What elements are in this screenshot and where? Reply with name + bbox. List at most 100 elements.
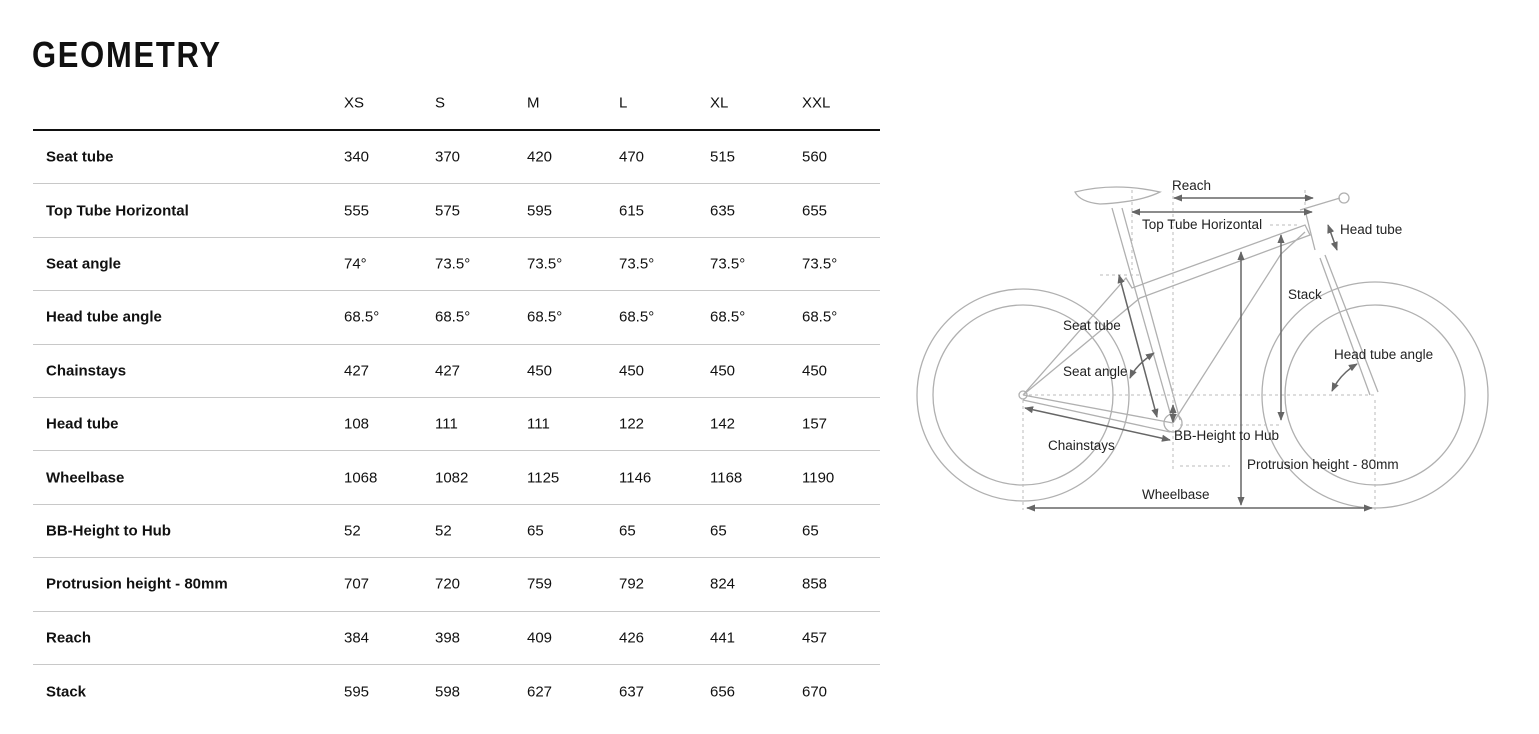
cell-value: 615: [619, 202, 645, 220]
cell-value: 157: [802, 415, 828, 433]
cell-value: 1190: [802, 469, 835, 487]
row-label: Stack: [46, 683, 87, 701]
cell-value: 73.5°: [527, 255, 563, 273]
cell-value: 122: [619, 415, 645, 433]
cell-value: 627: [527, 683, 553, 701]
cell-value: 441: [710, 629, 736, 647]
cell-value: 74°: [344, 255, 367, 273]
cell-value: 384: [344, 629, 370, 647]
cell-value: 720: [435, 575, 461, 593]
cell-value: 427: [435, 362, 461, 380]
cell-value: 450: [710, 362, 736, 380]
cell-value: 1125: [527, 469, 560, 487]
cell-value: 670: [802, 683, 828, 701]
cell-value: 426: [619, 629, 645, 647]
cell-value: 111: [527, 415, 550, 433]
table-row: Head tube angle 68.5° 68.5° 68.5° 68.5° 68.5°…: [33, 291, 880, 345]
row-label: Top Tube Horizontal: [46, 202, 189, 220]
row-label: Chainstays: [46, 362, 127, 380]
table-row: BB-Height to Hub 52 52 65 65 65 65: [33, 505, 880, 559]
table-header: XS S M L XL XXL: [33, 80, 880, 131]
row-label: BB-Height to Hub: [46, 522, 171, 540]
label-seat-angle: Seat angle: [1063, 364, 1128, 379]
row-label: Seat tube: [46, 148, 114, 166]
cell-value: 68.5°: [619, 308, 655, 326]
label-protrusion: Protrusion height - 80mm: [1247, 457, 1399, 472]
cell-value: 52: [435, 522, 452, 540]
dimension-arrows: [1024, 194, 1373, 512]
table-row: Head tube 108 111 111 122 142 157: [33, 398, 880, 452]
cell-value: 555: [344, 202, 370, 220]
row-label: Reach: [46, 629, 92, 647]
cell-value: 68.5°: [710, 308, 746, 326]
label-bb-height: BB-Height to Hub: [1174, 428, 1280, 443]
cell-value: 111: [435, 415, 458, 433]
cell-value: 635: [710, 202, 736, 220]
cell-value: 73.5°: [619, 255, 655, 273]
cell-value: 68.5°: [344, 308, 380, 326]
table-row: Chainstays 427 427 450 450 450 450: [33, 345, 880, 398]
cell-value: 65: [710, 522, 727, 540]
table-row: Reach 384 398 409 426 441 457: [33, 612, 880, 665]
cell-value: 655: [802, 202, 828, 220]
size-header: L: [619, 94, 628, 112]
size-header: XL: [710, 94, 729, 112]
label-stack: Stack: [1288, 287, 1322, 302]
size-header: XXL: [802, 94, 831, 112]
cell-value: 450: [802, 362, 828, 380]
cell-value: 65: [527, 522, 544, 540]
cell-value: 73.5°: [435, 255, 471, 273]
cell-value: 515: [710, 148, 736, 166]
cell-value: 1146: [619, 469, 652, 487]
row-label: Protrusion height - 80mm: [46, 575, 228, 593]
label-head-tube: Head tube: [1340, 222, 1403, 237]
cell-value: 68.5°: [527, 308, 563, 326]
cell-value: 450: [527, 362, 553, 380]
cell-value: 68.5°: [435, 308, 471, 326]
cell-value: 824: [710, 575, 736, 593]
label-wheelbase: Wheelbase: [1142, 487, 1210, 502]
cell-value: 73.5°: [710, 255, 746, 273]
cell-value: 52: [344, 522, 361, 540]
size-header: M: [527, 94, 540, 112]
cell-value: 595: [344, 683, 370, 701]
table-row: Seat angle 74° 73.5° 73.5° 73.5° 73.5° 73.5°: [33, 238, 880, 292]
cell-value: 73.5°: [802, 255, 838, 273]
cell-value: 68.5°: [802, 308, 838, 326]
cell-value: 792: [619, 575, 645, 593]
label-reach: Reach: [1172, 178, 1212, 193]
cell-value: 707: [344, 575, 370, 593]
bike-geometry-diagram: Reach Top Tube Horizontal Head tube Stac…: [900, 170, 1520, 530]
size-header: XS: [344, 94, 365, 112]
row-label: Seat angle: [46, 255, 122, 273]
cell-value: 595: [527, 202, 553, 220]
table-row: Protrusion height - 80mm 707 720 759 792 824 8…: [33, 558, 880, 612]
cell-value: 470: [619, 148, 645, 166]
cell-value: 598: [435, 683, 461, 701]
label-head-tube-angle: Head tube angle: [1334, 347, 1434, 362]
cell-value: 340: [344, 148, 370, 166]
cell-value: 427: [344, 362, 370, 380]
bike-illustration: [916, 186, 1489, 512]
table-row: Wheelbase 1068 1082 1125 1146 1168 1190: [33, 451, 880, 505]
row-label: Head tube: [46, 415, 119, 433]
cell-value: 409: [527, 629, 553, 647]
cell-value: 420: [527, 148, 553, 166]
table-row: Seat tube 340 370 420 470 515 560: [33, 131, 880, 185]
cell-value: 1082: [435, 469, 469, 487]
row-label: Head tube angle: [46, 308, 162, 326]
page-title: GEOMETRY: [32, 34, 222, 75]
cell-value: 1068: [344, 469, 378, 487]
size-header: S: [435, 94, 446, 112]
label-chainstays: Chainstays: [1048, 438, 1115, 453]
cell-value: 450: [619, 362, 645, 380]
cell-value: 457: [802, 629, 828, 647]
cell-value: 398: [435, 629, 461, 647]
cell-value: 858: [802, 575, 828, 593]
geometry-table: XS S M L XL XXL Seat tube 340 370 420 470 515…: [33, 80, 880, 718]
cell-value: 656: [710, 683, 736, 701]
cell-value: 575: [435, 202, 461, 220]
cell-value: 759: [527, 575, 553, 593]
cell-value: 370: [435, 148, 461, 166]
cell-value: 560: [802, 148, 828, 166]
